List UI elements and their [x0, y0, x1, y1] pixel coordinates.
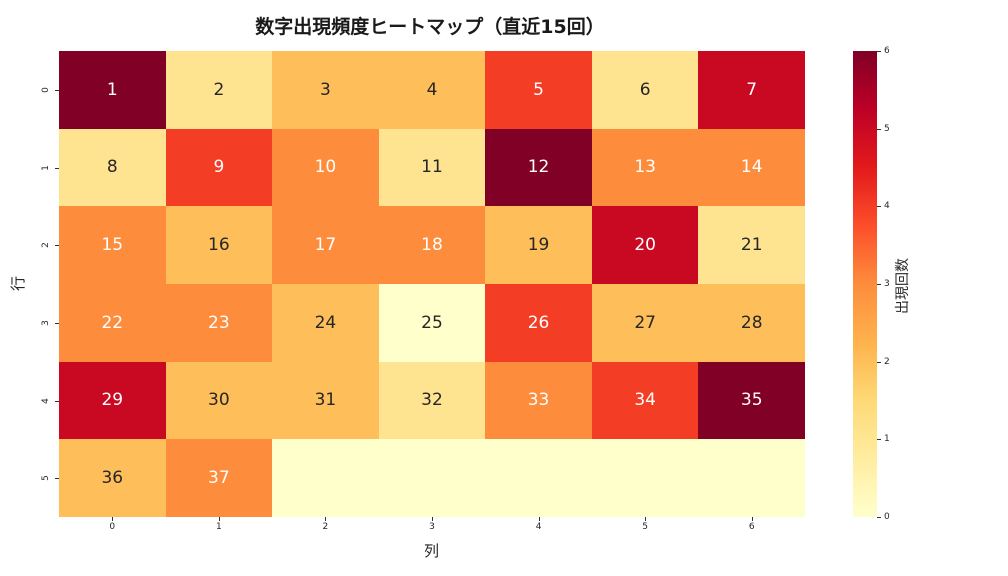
x-tick-label: 6	[748, 522, 755, 532]
x-tick-mark	[751, 517, 753, 521]
y-tick-label: 2	[41, 242, 51, 249]
heatmap-cell: 14	[698, 128, 805, 207]
y-tick-mark	[55, 89, 59, 91]
heatmap-cell: 5	[485, 51, 592, 129]
heatmap-grid: 1 2 3 4 5 6 7 8 9 10 11 12 13 14 15 16 17 18 19 20 21 22 23 24 2…	[59, 51, 805, 517]
colorbar	[853, 51, 877, 517]
heatmap-cell: 16	[165, 206, 273, 284]
x-tick-label: 0	[109, 522, 116, 532]
heatmap-cell: 25	[378, 283, 486, 362]
y-tick-label: 3	[41, 319, 51, 326]
heatmap-cell: 23	[165, 283, 273, 362]
heatmap-cell	[485, 439, 592, 517]
x-tick-mark	[645, 517, 647, 521]
heatmap-cell	[272, 439, 379, 517]
heatmap-cell: 27	[591, 283, 699, 362]
colorbar-tick-mark	[877, 206, 881, 208]
heatmap-cell: 1	[59, 51, 166, 129]
heatmap-cell: 13	[591, 128, 699, 207]
x-tick-label: 1	[215, 522, 222, 532]
colorbar-tick-label: 0	[884, 512, 890, 522]
colorbar-tick-label: 3	[884, 279, 890, 289]
colorbar-tick-mark	[877, 51, 881, 52]
x-tick-mark	[325, 517, 327, 521]
chart-title: 数字出現頻度ヒートマップ（直近15回）	[255, 16, 605, 38]
heatmap-cell: 21	[698, 206, 805, 284]
y-tick-mark	[55, 167, 59, 169]
heatmap-cell: 10	[272, 128, 379, 207]
y-tick-label: 0	[41, 86, 51, 93]
y-tick-mark	[55, 322, 59, 324]
heatmap-cell: 8	[59, 128, 166, 207]
heatmap-cell: 22	[59, 283, 166, 362]
colorbar-tick-mark	[877, 361, 881, 363]
x-tick-label: 5	[642, 522, 648, 532]
heatmap-cell: 33	[485, 361, 592, 440]
x-tick-mark	[538, 517, 540, 521]
heatmap-cell: 32	[378, 361, 486, 440]
heatmap-cell: 3	[272, 51, 379, 129]
y-axis-label: 行	[9, 275, 28, 292]
x-tick-mark	[112, 517, 114, 521]
y-tick-label: 4	[41, 397, 51, 404]
heatmap-cell: 4	[378, 51, 486, 129]
heatmap-cell: 19	[485, 206, 592, 284]
heatmap-cell: 15	[59, 206, 166, 284]
colorbar-tick-label: 2	[884, 356, 890, 367]
y-tick-label: 1	[41, 164, 51, 171]
heatmap-cell: 30	[165, 361, 273, 440]
colorbar-tick-label: 6	[884, 46, 890, 56]
colorbar-tick-mark	[877, 284, 881, 285]
x-tick-label: 4	[535, 522, 542, 532]
x-tick-label: 2	[322, 522, 329, 532]
x-tick-mark	[432, 517, 433, 521]
heatmap-cell: 12	[485, 128, 592, 207]
colorbar-tick-label: 5	[884, 123, 890, 134]
y-tick-mark	[55, 478, 59, 480]
heatmap-cell	[591, 439, 699, 517]
heatmap-cell: 11	[378, 128, 486, 207]
heatmap-cell: 9	[165, 128, 273, 207]
heatmap-cell	[698, 439, 805, 517]
heatmap-cell: 6	[591, 51, 699, 129]
heatmap-cell: 7	[698, 51, 805, 129]
heatmap-cell: 2	[165, 51, 273, 129]
y-tick-mark	[55, 245, 59, 247]
heatmap-cell: 17	[272, 206, 379, 284]
x-axis-label: 列	[424, 542, 440, 560]
colorbar-tick-mark	[877, 439, 881, 441]
heatmap-cell: 29	[59, 361, 166, 440]
heatmap-cell: 35	[698, 361, 805, 440]
colorbar-tick-label: 4	[884, 201, 890, 212]
heatmap-cell: 28	[698, 283, 805, 362]
heatmap-cell: 34	[591, 361, 699, 440]
y-tick-mark	[55, 400, 59, 402]
y-tick-label: 5	[41, 475, 51, 482]
x-tick-label: 3	[429, 522, 435, 532]
colorbar-label: 出現回数	[895, 258, 911, 314]
heatmap-cell: 37	[165, 439, 273, 517]
heatmap-cell: 26	[485, 283, 592, 362]
colorbar-tick-label: 1	[884, 434, 890, 445]
x-tick-mark	[218, 517, 220, 521]
heatmap-cell: 24	[272, 283, 379, 362]
heatmap-cell: 18	[378, 206, 486, 284]
colorbar-tick-mark	[877, 128, 881, 130]
colorbar-tick-mark	[877, 517, 881, 518]
heatmap-cell: 36	[59, 439, 166, 517]
heatmap-cell	[378, 439, 486, 517]
heatmap-cell: 31	[272, 361, 379, 440]
heatmap-cell: 20	[591, 206, 699, 284]
